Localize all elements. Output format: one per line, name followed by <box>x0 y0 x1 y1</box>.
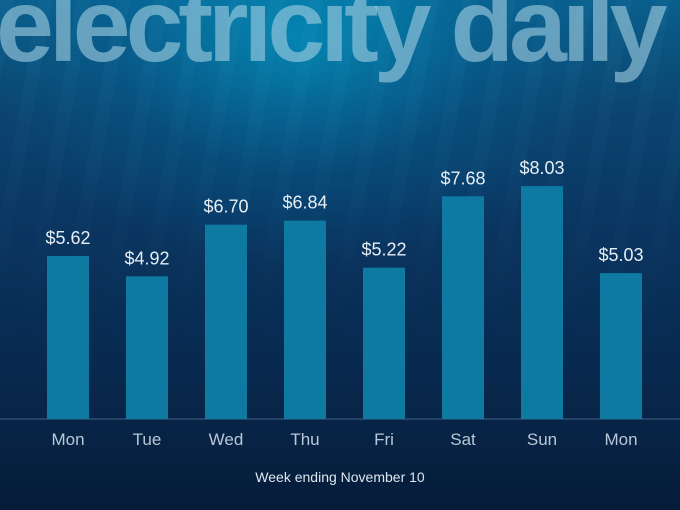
value-label-0: $5.62 <box>45 228 90 248</box>
tick-label-1: Tue <box>133 430 162 449</box>
bar-0 <box>47 256 89 419</box>
value-label-5: $7.68 <box>440 168 485 188</box>
value-label-7: $5.03 <box>598 245 643 265</box>
brand-title: electricity daily <box>0 0 668 84</box>
bar-7 <box>600 273 642 419</box>
bar-2 <box>205 224 247 419</box>
bar-5 <box>442 196 484 419</box>
bar-6 <box>521 186 563 419</box>
bar-1 <box>126 276 168 419</box>
tick-label-2: Wed <box>209 430 244 449</box>
tick-label-6: Sun <box>527 430 557 449</box>
x-axis-label: Week ending November 10 <box>255 469 425 485</box>
tick-labels-group: Mon Tue Wed Thu Fri Sat Sun Mon <box>51 430 637 449</box>
tick-label-0: Mon <box>51 430 84 449</box>
tick-label-4: Fri <box>374 430 394 449</box>
value-labels-group: $5.62 $4.92 $6.70 $6.84 $5.22 $7.68 $8.03 $5.03 <box>45 158 643 268</box>
value-label-4: $5.22 <box>361 240 406 260</box>
bar-4 <box>363 267 405 419</box>
tick-label-5: Sat <box>450 430 476 449</box>
value-label-3: $6.84 <box>282 193 327 213</box>
value-label-1: $4.92 <box>124 248 169 268</box>
bar-3 <box>284 220 326 419</box>
tick-label-3: Thu <box>290 430 319 449</box>
value-label-2: $6.70 <box>203 197 248 217</box>
bars-group <box>47 186 642 419</box>
tick-label-7: Mon <box>604 430 637 449</box>
value-label-6: $8.03 <box>519 158 564 178</box>
